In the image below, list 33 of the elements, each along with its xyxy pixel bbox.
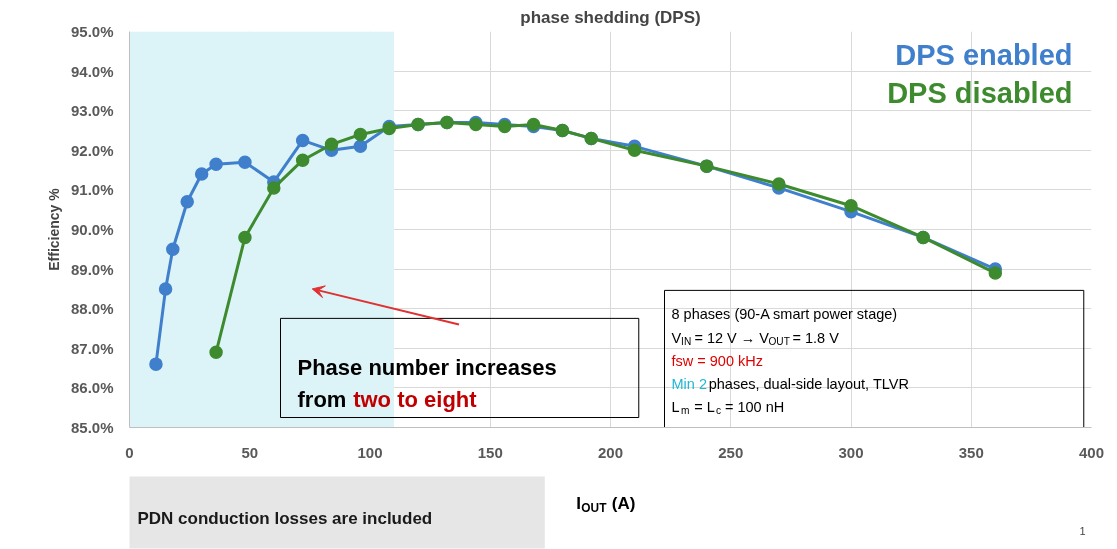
x-tick-label: 50 [241,443,259,461]
y-axis-title: Efficiency % [45,187,62,271]
x-tick-label: 0 [125,443,134,461]
annotation: from [297,387,347,412]
x-tick-label: 150 [477,443,503,461]
x-tick-label: 300 [838,443,864,461]
y-tick-label: 91.0% [70,181,114,199]
y-tick-label: 94.0% [70,62,114,80]
y-tick-label: 92.0% [70,141,114,159]
annotation: 8 phases (90-A smart power stage) [671,305,898,322]
annotation: two to eight [353,387,478,412]
x-tick-label: 250 [718,443,744,461]
y-tick-label: 93.0% [70,102,114,120]
y-tick-label: 86.0% [70,379,114,397]
annotation: phases, dual-side layout, TLVR [708,375,909,392]
annotation: fsw = 900 kHz [671,352,763,369]
y-tick-label: 88.0% [70,300,114,318]
text: DPS disabled [887,76,1073,109]
annotation: Min 2 [671,375,707,392]
y-tick-label: 89.0% [70,260,114,278]
chart-title: phase shedding (DPS) [520,7,701,27]
x-tick-label: 350 [958,443,984,461]
x-tick-label: 100 [357,443,383,461]
y-tick-label: 85.0% [70,419,114,436]
text: PDN conduction losses are included [137,509,433,528]
y-tick-label: 90.0% [70,221,114,238]
annotation: Phase number increases [297,355,557,380]
text: 1 [1079,524,1086,537]
x-tick-label: 200 [597,443,624,461]
y-tick-label: 87.0% [70,339,114,357]
text: DPS enabled [895,38,1073,71]
x-tick-label: 400 [1078,443,1105,461]
y-tick-label: 95.0% [70,23,114,40]
